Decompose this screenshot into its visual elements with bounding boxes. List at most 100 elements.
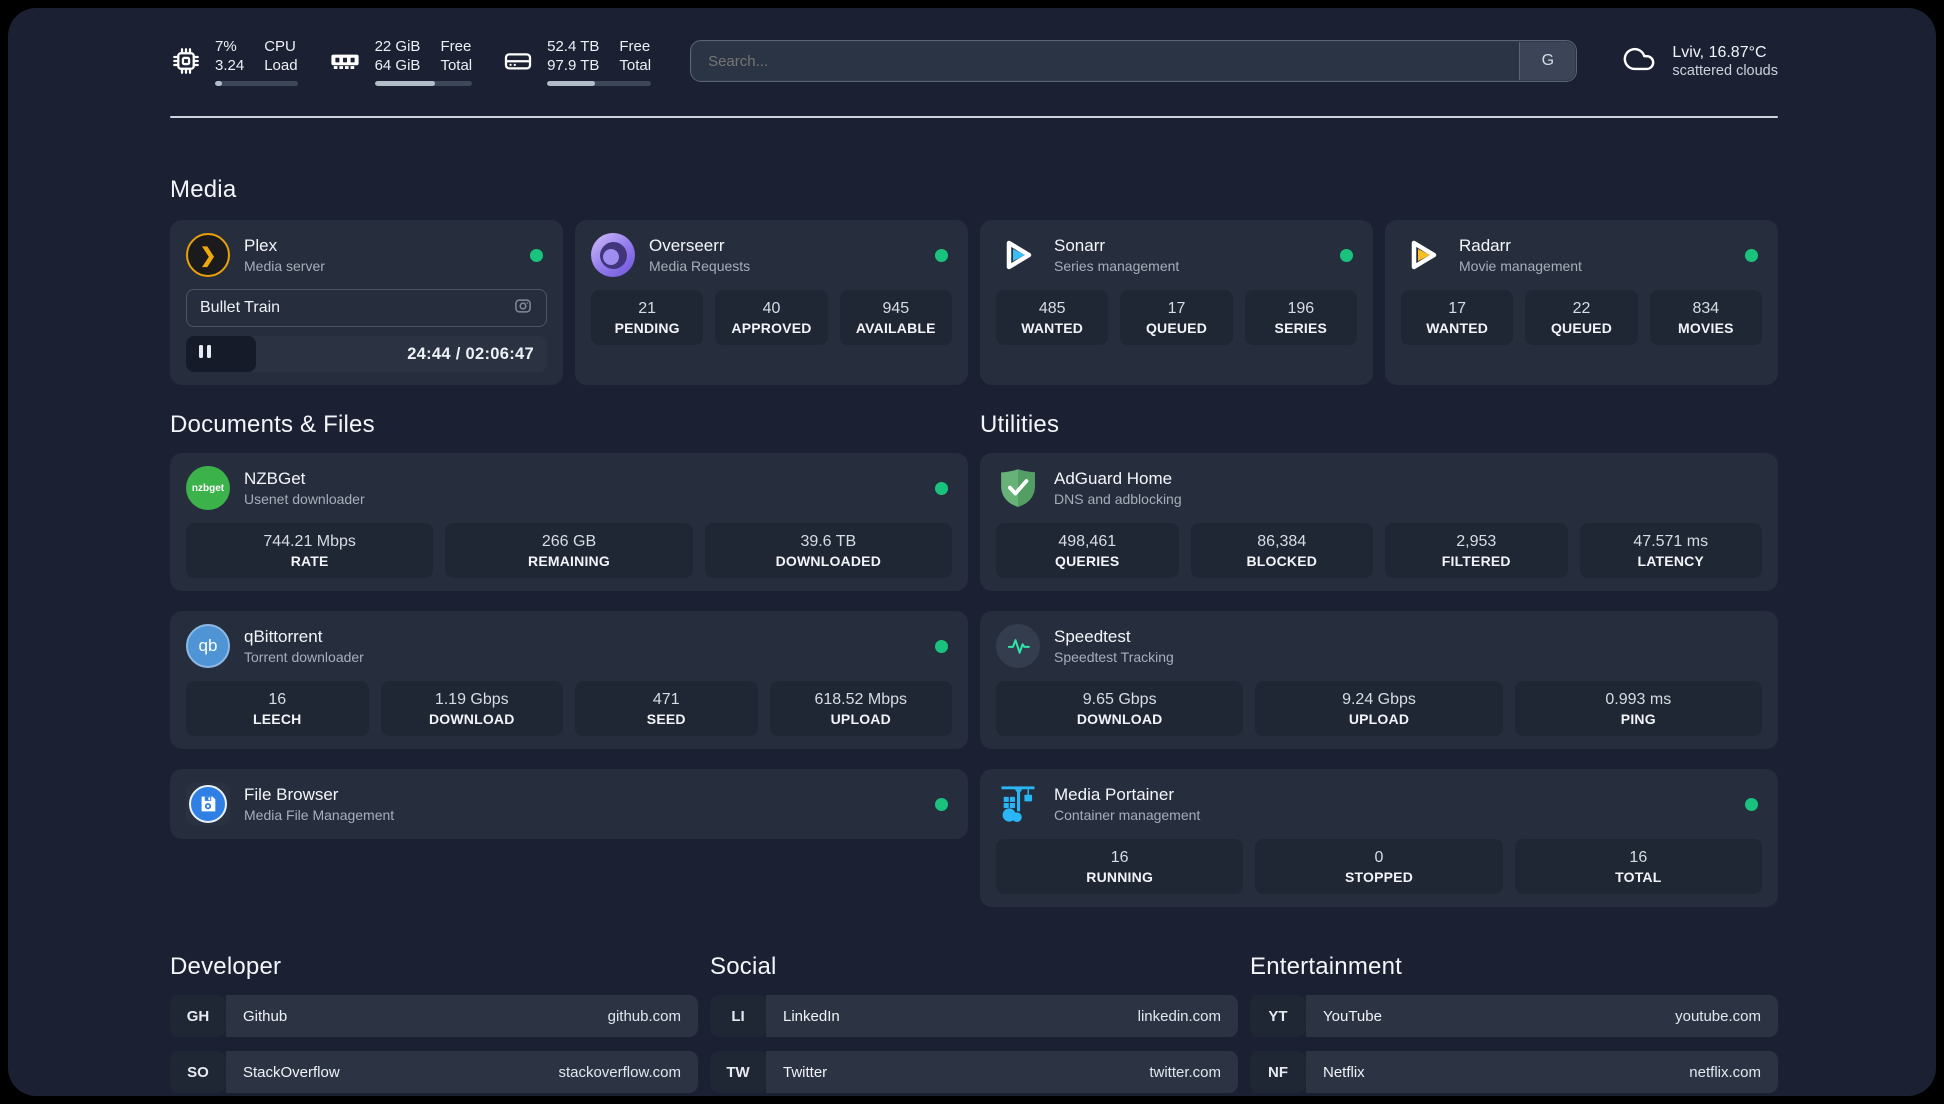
stat-tile: 618.52 Mbps UPLOAD bbox=[769, 681, 952, 736]
app-description: DNS and adblocking bbox=[1054, 491, 1182, 507]
disk-stat-body: 52.4 TB Free 97.9 TB Total bbox=[547, 37, 652, 86]
stat-value: 834 bbox=[1692, 300, 1720, 317]
link-url: youtube.com bbox=[1675, 1007, 1761, 1025]
stat-value: 86,384 bbox=[1257, 533, 1307, 550]
link-name: LinkedIn bbox=[783, 1007, 840, 1025]
stat-value: 16 bbox=[1110, 849, 1129, 866]
link-netflix[interactable]: NF Netflix netflix.com bbox=[1250, 1051, 1778, 1093]
header-divider bbox=[170, 116, 1778, 118]
weather-location-temp: Lviv, 16.87°C bbox=[1672, 44, 1767, 61]
stat-label: WANTED bbox=[1426, 320, 1489, 336]
overseerr-icon bbox=[591, 233, 635, 277]
stat-label: LATENCY bbox=[1637, 553, 1704, 569]
speedtest-card[interactable]: Speedtest Speedtest Tracking 9.65 Gbps DO… bbox=[980, 611, 1778, 749]
stat-label: UPLOAD bbox=[830, 711, 891, 727]
link-url: stackoverflow.com bbox=[558, 1063, 681, 1081]
stat-tile: 266 GB REMAINING bbox=[445, 523, 693, 578]
memory-progress-track bbox=[374, 80, 473, 86]
stat-label: STOPPED bbox=[1344, 869, 1414, 885]
section-developer: Developer GH Github github.com SO StackOv… bbox=[170, 953, 698, 1096]
cpu-stat-body: 7% CPU 3.24 Load bbox=[215, 37, 298, 86]
stat-value: 266 GB bbox=[541, 533, 597, 550]
sonarr-card[interactable]: Sonarr Series management 485 WANTED 17 QUE… bbox=[980, 220, 1373, 385]
status-dot bbox=[935, 481, 948, 495]
link-github[interactable]: GH Github github.com bbox=[170, 995, 698, 1037]
youtube-badge: YT bbox=[1250, 995, 1306, 1037]
weather-condition: scattered clouds bbox=[1672, 63, 1778, 79]
stat-label: WANTED bbox=[1021, 320, 1084, 336]
stat-tile: 17 QUEUED bbox=[1120, 290, 1233, 345]
stat-value: 40 bbox=[762, 300, 781, 317]
app-name: Speedtest bbox=[1054, 627, 1131, 646]
linkedin-badge: LI bbox=[710, 995, 766, 1037]
app-description: Movie management bbox=[1459, 258, 1582, 274]
cpu-usage-value: 7% bbox=[215, 37, 237, 55]
section-media: Media ❯ Plex Media server Bullet Train bbox=[170, 176, 1778, 385]
adguard-card[interactable]: AdGuard Home DNS and adblocking 498,461 Q… bbox=[980, 453, 1778, 591]
memory-stat: 22 GiB Free 64 GiB Total bbox=[328, 37, 473, 86]
stat-value: 485 bbox=[1038, 300, 1066, 317]
floppy-disk-icon bbox=[189, 785, 227, 823]
stat-value: 744.21 Mbps bbox=[263, 533, 356, 550]
stat-tile: 47.571 ms LATENCY bbox=[1579, 523, 1762, 578]
search-input[interactable] bbox=[692, 42, 1520, 80]
stat-value: 9.65 Gbps bbox=[1082, 691, 1157, 708]
disk-progress-track bbox=[547, 80, 652, 86]
app-name: Plex bbox=[244, 236, 278, 255]
now-playing-row: Bullet Train bbox=[186, 289, 547, 327]
plex-card[interactable]: ❯ Plex Media server Bullet Train bbox=[170, 220, 563, 385]
twitter-badge: TW bbox=[710, 1051, 766, 1093]
stat-tile: 16 RUNNING bbox=[996, 839, 1244, 894]
stat-value: 17 bbox=[1448, 300, 1467, 317]
nzbget-card[interactable]: nzbget NZBGet Usenet downloader 744.21 M… bbox=[170, 453, 968, 591]
stat-label: PING bbox=[1620, 711, 1656, 727]
stat-tile: 1.19 Gbps DOWNLOAD bbox=[380, 681, 563, 736]
section-title-developer: Developer bbox=[170, 953, 282, 980]
link-name: Twitter bbox=[783, 1063, 828, 1081]
section-social: Social LI LinkedIn linkedin.com TW Twitte… bbox=[710, 953, 1238, 1096]
link-linkedin[interactable]: LI LinkedIn linkedin.com bbox=[710, 995, 1238, 1037]
link-twitter[interactable]: TW Twitter twitter.com bbox=[710, 1051, 1238, 1093]
stat-label: MOVIES bbox=[1677, 320, 1734, 336]
app-description: Media server bbox=[244, 258, 325, 274]
stat-label: UPLOAD bbox=[1348, 711, 1410, 727]
stat-label: SERIES bbox=[1274, 320, 1328, 336]
stat-label: AVAILABLE bbox=[855, 320, 936, 336]
memory-progress-fill bbox=[374, 80, 436, 86]
app-description: Media Requests bbox=[649, 258, 751, 274]
link-url: github.com bbox=[607, 1007, 681, 1025]
stat-tile: 17 WANTED bbox=[1401, 290, 1514, 345]
playback-time: 24:44 / 02:06:47 bbox=[407, 344, 534, 363]
stat-label: APPROVED bbox=[731, 320, 812, 336]
section-entertainment: Entertainment YT YouTube youtube.com NF N… bbox=[1250, 953, 1778, 1096]
header-bar: 7% CPU 3.24 Load 22 GiB Free 64 G bbox=[170, 37, 1778, 86]
stat-tile: 0 STOPPED bbox=[1255, 839, 1503, 894]
now-playing-title: Bullet Train bbox=[200, 299, 281, 316]
disk-free-value: 52.4 TB bbox=[547, 37, 600, 55]
link-stackoverflow[interactable]: SO StackOverflow stackoverflow.com bbox=[170, 1051, 698, 1093]
stat-label: QUEUED bbox=[1550, 320, 1613, 336]
overseerr-card[interactable]: Overseerr Media Requests 21 PENDING 40 APP… bbox=[575, 220, 968, 385]
section-title-media: Media bbox=[170, 176, 237, 203]
stat-tile: 16 LEECH bbox=[186, 681, 369, 736]
status-dot bbox=[1745, 248, 1758, 262]
app-name: Radarr bbox=[1459, 236, 1511, 255]
stat-tile: 196 SERIES bbox=[1244, 290, 1357, 345]
radarr-card[interactable]: Radarr Movie management 17 WANTED 22 QUEUE… bbox=[1385, 220, 1778, 385]
qbittorrent-card[interactable]: qb qBittorrent Torrent downloader 16 LEEC… bbox=[170, 611, 968, 749]
status-dot bbox=[935, 248, 948, 262]
memory-free-label: Free bbox=[440, 37, 472, 55]
weather-widget: Lviv, 16.87°C scattered clouds bbox=[1620, 42, 1778, 81]
app-name: Overseerr bbox=[649, 236, 725, 255]
disk-stat: 52.4 TB Free 97.9 TB Total bbox=[502, 37, 652, 86]
filebrowser-card[interactable]: File Browser Media File Management bbox=[170, 769, 968, 839]
stat-value: 9.24 Gbps bbox=[1342, 691, 1416, 708]
portainer-card[interactable]: Media Portainer Container management 16 R… bbox=[980, 769, 1778, 907]
stat-tile: 21 PENDING bbox=[591, 290, 704, 345]
stat-label: QUEUED bbox=[1145, 320, 1208, 336]
status-dot bbox=[530, 248, 543, 262]
google-search-button[interactable]: G bbox=[1519, 42, 1576, 80]
link-youtube[interactable]: YT YouTube youtube.com bbox=[1250, 995, 1778, 1037]
stat-tile: 86,384 BLOCKED bbox=[1190, 523, 1373, 578]
dashboard: 7% CPU 3.24 Load 22 GiB Free 64 G bbox=[8, 8, 1936, 1096]
